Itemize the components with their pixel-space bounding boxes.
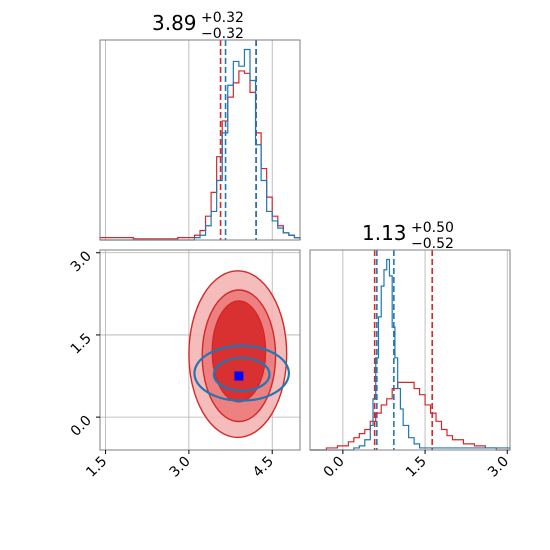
grid-lines xyxy=(342,250,508,450)
grid-lines xyxy=(105,40,273,240)
histogram-red xyxy=(310,381,510,451)
truth-marker xyxy=(234,371,244,381)
title-1-plus: +0.32 xyxy=(201,10,244,26)
title-2-plus: +0.50 xyxy=(411,220,454,236)
y-tick-label: 0.0 xyxy=(68,413,95,440)
axes-frame xyxy=(309,249,511,451)
histogram-blue xyxy=(100,48,301,241)
y-tick-labels: 3.0 1.5 0.0 xyxy=(68,248,95,439)
quantile-lines xyxy=(219,40,257,240)
title-param-1: 3.89 +0.32 −0.32 xyxy=(152,10,244,42)
x-tick-label: 1.5 xyxy=(403,454,430,481)
contour-blue xyxy=(212,356,271,392)
contour-levels xyxy=(188,270,290,439)
contour-panel: 1.5 3.0 4.5 3.0 1.5 0.0 xyxy=(68,248,301,481)
contour-blue xyxy=(193,344,290,402)
x-tick-label: 3.0 xyxy=(485,454,512,481)
x-tick-labels: 0.0 1.5 3.0 xyxy=(321,454,512,481)
quantile-lines xyxy=(373,250,433,450)
title-2-minus: −0.52 xyxy=(411,236,454,252)
x-tick-label: 4.5 xyxy=(250,454,277,481)
axes-frame xyxy=(99,39,301,241)
contour-red xyxy=(211,300,267,403)
histogram-blue xyxy=(310,258,511,451)
x-tick-label: 0.0 xyxy=(321,454,348,481)
y-tick-label: 3.0 xyxy=(68,248,95,275)
title-1-value: 3.89 xyxy=(152,11,197,35)
x-tick-label: 3.0 xyxy=(167,454,194,481)
axes-frame xyxy=(99,249,301,451)
title-param-2: 1.13 +0.50 −0.52 xyxy=(362,220,454,252)
tick-marks xyxy=(342,450,508,454)
x-tick-label: 1.5 xyxy=(83,454,110,481)
histogram-red xyxy=(99,70,301,240)
histogram-param-2: 0.0 1.5 3.0 xyxy=(309,249,512,481)
histogram-series xyxy=(99,48,301,241)
x-tick-labels: 1.5 3.0 4.5 xyxy=(83,454,277,481)
histogram-param-1 xyxy=(99,39,301,241)
title-2-value: 1.13 xyxy=(362,221,407,245)
truth-point xyxy=(234,371,244,381)
histogram-series xyxy=(310,258,511,451)
title-1-minus: −0.32 xyxy=(201,26,244,42)
tick-marks xyxy=(96,252,273,454)
y-tick-label: 1.5 xyxy=(68,330,95,357)
